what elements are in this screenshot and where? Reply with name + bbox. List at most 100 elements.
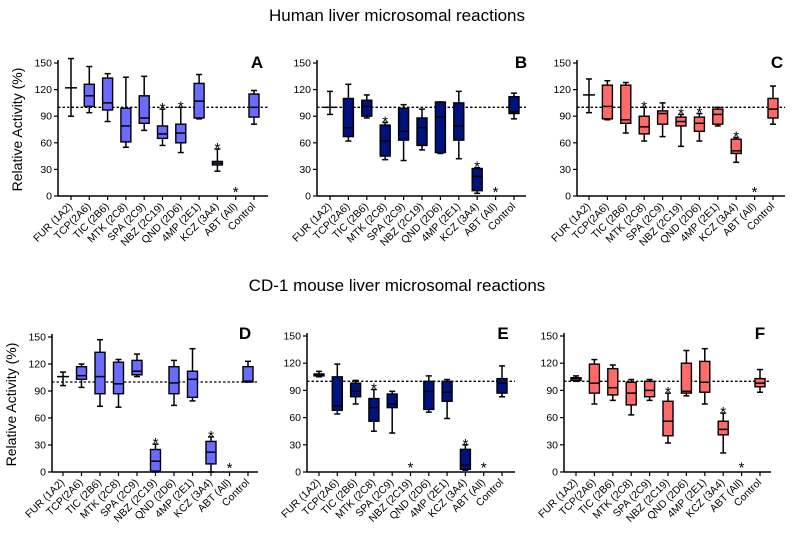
box-mtk-2c8 (638, 106, 650, 142)
box-tic-2b6 (620, 81, 632, 134)
y-tick-label: 60 (559, 137, 571, 149)
y-tick-label: 30 (34, 440, 46, 452)
box-fur-1a2 (65, 57, 77, 117)
box-qnd-2d6 (423, 375, 435, 413)
box-4mp-2e1 (453, 90, 465, 160)
box-nbz-2c19 (662, 392, 674, 444)
box-iqr (349, 382, 362, 398)
y-tick-label: 90 (289, 385, 301, 397)
box-tcp-2a6 (83, 65, 96, 114)
box-iqr (607, 367, 619, 396)
significance-star: * (160, 100, 166, 117)
box-tic-2b6 (349, 379, 362, 405)
box-iqr (767, 97, 779, 119)
y-tick-label: 120 (293, 84, 311, 96)
significance-star: * (696, 105, 702, 122)
y-tick-label: 60 (546, 412, 558, 424)
significance-star: * (153, 435, 159, 452)
y-tick-label: 30 (559, 164, 571, 176)
significance-star: * (462, 436, 468, 453)
box-kcz-3a4 (717, 412, 729, 454)
box-iqr (601, 84, 614, 120)
y-tick-label: 0 (40, 467, 46, 479)
y-tick-label: 60 (299, 137, 311, 149)
box-nbz-2c19 (156, 108, 169, 147)
box-iqr (242, 366, 254, 383)
box-4mp-2e1 (441, 378, 453, 420)
y-tick-label: 120 (28, 359, 46, 371)
human-section-title: Human liver microsomal reactions (269, 6, 525, 25)
box-iqr (248, 93, 260, 118)
box-mtk-2c8 (368, 388, 380, 432)
y-tick-label: 30 (299, 164, 311, 176)
box-fur-1a2 (57, 371, 69, 387)
panel-letter: E (497, 324, 508, 343)
y-tick-label: 150 (28, 332, 46, 344)
y-tick-label: 150 (34, 58, 52, 70)
box-qnd-2d6 (434, 101, 447, 155)
box-nbz-2c19 (416, 108, 428, 151)
significance-star: * (474, 159, 480, 176)
box-spa-2c9 (138, 75, 150, 132)
box-iqr (131, 359, 143, 376)
panel-letter: D (239, 324, 251, 343)
box-tic-2b6 (94, 338, 106, 408)
box-iqr (386, 393, 398, 409)
box-iqr (368, 397, 380, 422)
box-iqr (361, 99, 373, 117)
box-iqr (416, 117, 428, 147)
y-tick-label: 60 (34, 413, 46, 425)
box-iqr (656, 110, 669, 125)
box-control (508, 92, 520, 120)
box-control (248, 89, 260, 125)
significance-star: * (641, 98, 647, 115)
significance-star: * (371, 380, 377, 397)
box-iqr (138, 95, 150, 124)
box-control (754, 368, 766, 393)
box-nbz-2c19 (675, 113, 687, 148)
y-tick-label: 90 (299, 111, 311, 123)
significance-star: * (665, 384, 671, 401)
significance-star: * (408, 460, 414, 477)
y-tick-label: 60 (289, 412, 301, 424)
box-iqr (441, 380, 453, 402)
box-fur-1a2 (570, 375, 582, 383)
box-iqr (423, 380, 435, 411)
y-tick-label: 0 (295, 467, 301, 479)
y-tick-label: 30 (40, 164, 52, 176)
y-tick-label: 90 (40, 111, 52, 123)
box-mtk-2c8 (379, 121, 391, 161)
panel-letter: F (755, 324, 765, 343)
box-fur-1a2 (313, 370, 325, 378)
box-iqr (331, 376, 343, 412)
y-tick-label: 150 (293, 58, 311, 70)
box-qnd-2d6 (680, 349, 693, 397)
box-4mp-2e1 (712, 106, 724, 127)
box-tic-2b6 (101, 72, 114, 123)
box-control (767, 85, 779, 125)
significance-star: * (233, 184, 239, 201)
y-tick-label: 150 (283, 331, 301, 343)
box-mtk-2c8 (120, 76, 132, 148)
y-tick-label: 90 (34, 386, 46, 398)
box-tcp-2a6 (331, 363, 343, 415)
box-4mp-2e1 (186, 347, 199, 402)
significance-star: * (481, 460, 487, 477)
box-spa-2c9 (386, 390, 398, 434)
box-spa-2c9 (643, 378, 656, 402)
box-iqr (693, 116, 706, 132)
box-fur-1a2 (583, 78, 595, 114)
box-spa-2c9 (131, 353, 143, 378)
box-iqr (662, 400, 674, 437)
box-iqr (712, 108, 724, 125)
y-tick-label: 0 (46, 191, 52, 203)
significance-star: * (178, 98, 184, 115)
significance-star: * (382, 113, 388, 130)
box-4mp-2e1 (699, 347, 711, 405)
box-kcz-3a4 (471, 166, 483, 195)
box-4mp-2e1 (193, 73, 205, 120)
y-tick-label: 120 (34, 84, 52, 96)
